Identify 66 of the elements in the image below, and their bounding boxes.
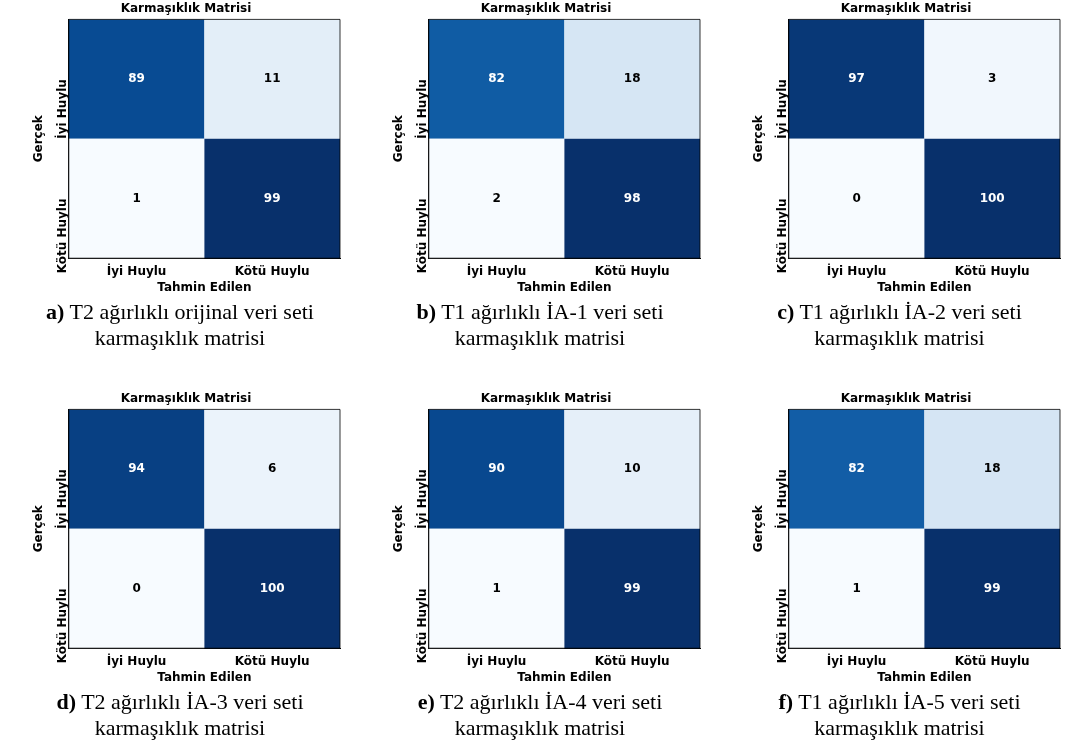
x-tick-label: Kötü Huylu	[594, 653, 670, 668]
text: c) T1 ağırlıklı İA-2 veri seti karmaşıklık matrisi	[776, 299, 1023, 351]
text: e) T2 ağırlıklı İA-4 veri seti karmaşıklık matrisi	[416, 689, 664, 741]
data-label: 98	[623, 190, 641, 205]
x-tick-label: İyi Huylu	[106, 262, 167, 278]
x-axis-title: Tahmin Edilen	[517, 669, 612, 684]
data-label: 97	[847, 71, 865, 86]
x-tick-label: Kötü Huylu	[234, 263, 310, 278]
y-axis-title: Gerçek	[31, 504, 46, 553]
x-tick-label: İyi Huylu	[106, 652, 167, 668]
data-label: 11	[263, 71, 281, 86]
data-label: 6	[268, 461, 277, 476]
x-tick-label: Kötü Huylu	[954, 653, 1030, 668]
x-tick-label: Kötü Huylu	[954, 263, 1030, 278]
data-label: 89	[128, 71, 145, 86]
chart-title: Karmaşıklık Matrisi	[120, 391, 252, 406]
data-label: 0	[132, 580, 141, 595]
x-axis-title: Tahmin Edilen	[876, 279, 972, 294]
data-label: 82	[847, 461, 865, 476]
text: b) T1 ağırlıklı İA-1 veri seti karmaşıklık matrisi	[415, 299, 665, 351]
y-tick-label: İyi Huylu	[773, 469, 789, 529]
data-label: 18	[623, 71, 641, 86]
x-axis-title: Tahmin Edilen	[157, 279, 252, 294]
data-label: 1	[851, 580, 861, 595]
x-tick-label: İyi Huylu	[466, 262, 527, 278]
text: a) T2 ağırlıklı orijinal veri seti karmaşıklık matrisi	[45, 299, 315, 351]
data-label: 100	[979, 190, 1005, 205]
y-tick-label: İyi Huylu	[413, 79, 429, 139]
data-label: 18	[983, 461, 1001, 476]
data-label: 99	[623, 580, 641, 595]
chart-title: Karmaşıklık Matrisi	[840, 1, 971, 16]
data-label: 82	[488, 71, 505, 86]
y-tick-label: İyi Huylu	[53, 79, 69, 139]
text: f) T1 ağırlıklı İA-5 veri seti karmaşıklık matrisi	[777, 689, 1022, 741]
x-axis-title: Tahmin Edilen	[157, 669, 252, 684]
data-label: 1	[492, 580, 501, 595]
data-label: 99	[983, 580, 1001, 595]
x-tick-label: İyi Huylu	[826, 262, 886, 278]
y-tick-label: İyi Huylu	[53, 469, 69, 529]
data-label: 94	[128, 461, 145, 476]
data-label: 0	[851, 190, 861, 205]
data-label: 100	[259, 580, 285, 595]
x-tick-label: Kötü Huylu	[234, 653, 310, 668]
x-axis-title: Tahmin Edilen	[517, 279, 612, 294]
y-axis-title: Gerçek	[31, 114, 46, 163]
chart-title: Karmaşıklık Matrisi	[480, 391, 612, 406]
chart-title: Karmaşıklık Matrisi	[480, 1, 612, 16]
y-axis-title: Gerçek	[391, 114, 406, 163]
y-axis-title: Gerçek	[750, 504, 765, 553]
x-tick-label: Kötü Huylu	[594, 263, 670, 278]
y-axis-title: Gerçek	[391, 504, 406, 553]
chart-title: Karmaşıklık Matrisi	[840, 391, 971, 406]
x-tick-label: İyi Huylu	[826, 652, 886, 668]
chart-title: Karmaşıklık Matrisi	[120, 1, 252, 16]
data-label: 1	[132, 190, 141, 205]
data-label: 10	[623, 461, 641, 476]
y-axis-title: Gerçek	[750, 114, 765, 163]
text: d) T2 ağırlıklı İA-3 veri seti karmaşıklık matrisi	[55, 689, 305, 741]
data-label: 3	[987, 71, 996, 86]
y-tick-label: İyi Huylu	[773, 79, 789, 139]
x-axis-title: Tahmin Edilen	[876, 669, 972, 684]
y-tick-label: İyi Huylu	[413, 469, 429, 529]
data-label: 2	[492, 190, 501, 205]
data-label: 90	[488, 461, 505, 476]
data-label: 99	[263, 190, 281, 205]
x-tick-label: İyi Huylu	[466, 652, 527, 668]
